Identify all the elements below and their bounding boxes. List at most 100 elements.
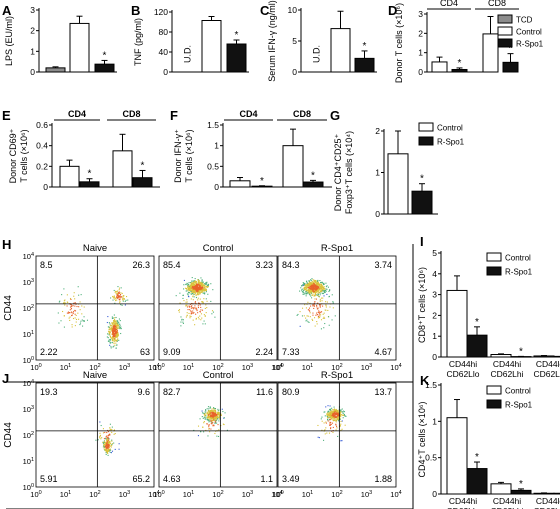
event-dot	[337, 410, 339, 412]
event-dot	[328, 432, 331, 434]
event-dot	[310, 283, 312, 285]
event-dot	[318, 285, 321, 287]
x-tick-exponent: 3	[127, 490, 130, 496]
event-dot	[206, 411, 208, 413]
event-dot	[213, 417, 215, 419]
event-dot	[103, 441, 105, 444]
event-dot	[116, 323, 118, 325]
event-dot	[217, 417, 219, 419]
event-dot	[204, 415, 206, 417]
event-dot	[104, 445, 106, 447]
event-dot	[81, 305, 83, 307]
event-dot	[116, 344, 118, 346]
event-dot	[335, 413, 337, 415]
event-dot	[331, 411, 333, 413]
event-dot	[195, 285, 197, 287]
event-dot	[214, 422, 216, 424]
x-tick-exponent: 0	[39, 363, 42, 369]
event-dot	[304, 292, 306, 294]
plot-frame	[35, 382, 155, 488]
bar-control	[490, 354, 512, 358]
event-dot	[322, 297, 324, 299]
event-dot	[66, 312, 68, 314]
event-dot	[323, 283, 325, 285]
event-dot	[105, 436, 107, 438]
event-dot	[337, 414, 339, 416]
event-dot	[187, 286, 189, 289]
event-dot	[113, 324, 115, 326]
event-dot	[116, 331, 118, 334]
event-dot	[112, 297, 114, 299]
y-tick-label: 0.6	[36, 120, 48, 130]
significance-star: *	[420, 174, 424, 185]
event-dot	[194, 290, 196, 292]
event-dot	[196, 282, 198, 284]
group-label: CD8	[488, 0, 506, 8]
event-dot	[341, 440, 343, 442]
event-dot	[207, 415, 209, 417]
legend-label: TCD	[516, 16, 533, 25]
event-dot	[317, 291, 319, 293]
event-dot	[210, 300, 212, 302]
y-tick-label: 0.5	[425, 453, 437, 463]
event-dot	[107, 446, 109, 448]
event-dot	[119, 302, 121, 304]
quadrant-value: 2.24	[255, 347, 273, 357]
event-dot	[202, 281, 204, 283]
event-dot	[304, 289, 306, 291]
event-dot	[337, 412, 339, 415]
event-dot	[313, 307, 315, 309]
event-dot	[69, 316, 71, 318]
event-dot	[205, 415, 207, 417]
panel-letter: B	[131, 3, 140, 18]
quadrant-value: 80.9	[282, 387, 300, 397]
event-dot	[206, 423, 208, 425]
event-dot	[116, 332, 118, 335]
legend-label: Control	[437, 124, 463, 133]
event-dot	[124, 300, 126, 302]
event-dot	[335, 421, 337, 423]
event-dot	[113, 343, 115, 345]
event-dot	[339, 412, 341, 415]
event-dot	[74, 302, 76, 304]
event-dot	[118, 339, 120, 341]
bar-r-spo1	[466, 334, 488, 358]
group-label: CD62Lhi	[533, 369, 560, 379]
significance-star: *	[103, 50, 107, 61]
event-dot	[113, 289, 115, 292]
event-dot	[337, 420, 340, 422]
event-dot	[300, 287, 302, 289]
event-dot	[190, 282, 192, 284]
group-label: CD8	[122, 109, 140, 119]
event-dot	[99, 421, 101, 423]
event-dot	[334, 420, 336, 422]
event-dot	[305, 284, 307, 286]
event-dot	[314, 301, 316, 303]
event-dot	[316, 283, 318, 286]
event-dot	[310, 289, 312, 292]
panel-letter: E	[2, 108, 11, 123]
event-dot	[193, 296, 195, 298]
event-dot	[312, 304, 314, 306]
event-dot	[213, 412, 215, 414]
event-dot	[199, 283, 201, 285]
event-dot	[331, 412, 333, 414]
event-dot	[214, 411, 216, 413]
y-axis-label: TNF (pg/ml)	[133, 18, 143, 66]
quadrant-value: 9.09	[163, 347, 181, 357]
event-dot	[342, 410, 345, 412]
event-dot	[107, 448, 109, 450]
y-axis-label: Donor IFN-γ⁺	[173, 129, 183, 183]
event-dot	[317, 281, 319, 283]
event-dot	[118, 291, 120, 293]
event-dot	[322, 289, 324, 291]
event-dot	[322, 317, 324, 319]
event-dot	[205, 298, 207, 300]
event-dot	[72, 312, 74, 314]
event-dot	[102, 442, 104, 444]
event-dot	[305, 292, 308, 294]
event-dot	[206, 281, 208, 283]
event-dot	[313, 284, 315, 286]
event-dot	[340, 429, 342, 431]
